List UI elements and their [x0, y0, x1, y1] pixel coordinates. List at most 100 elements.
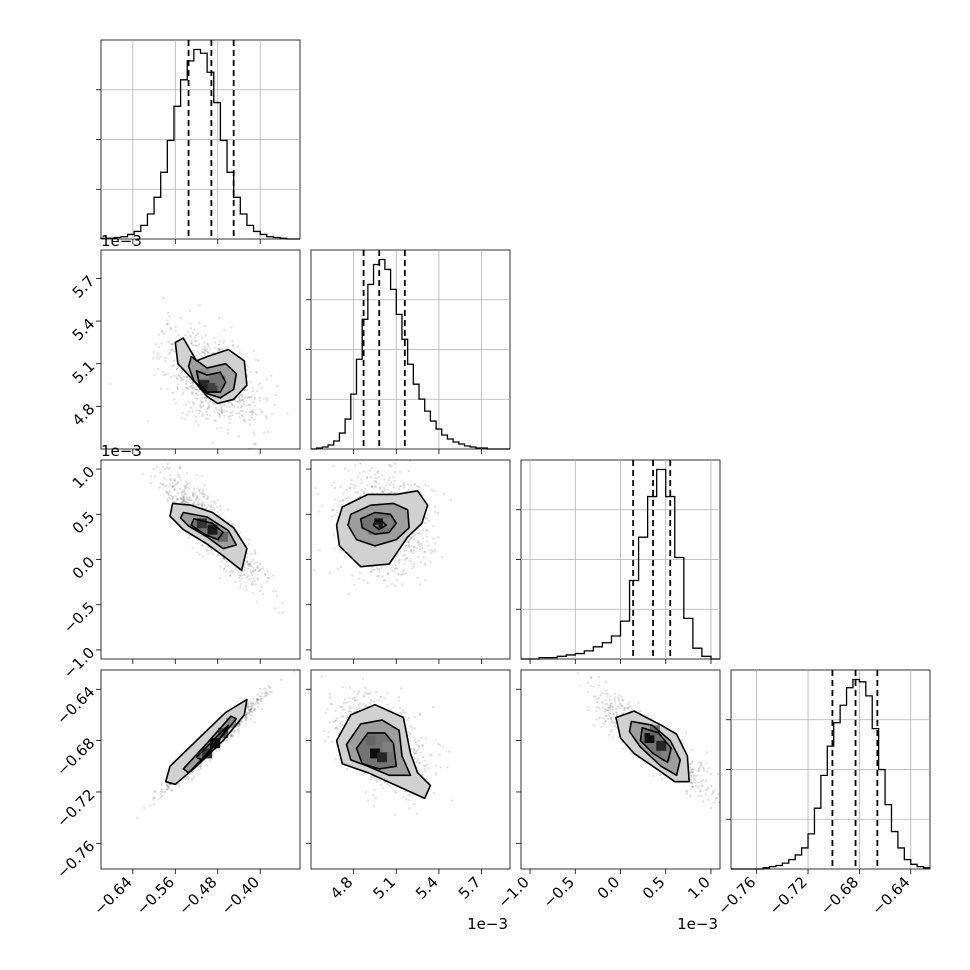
scatter-point	[181, 411, 184, 415]
scatter-point	[689, 775, 693, 778]
scatter-point	[248, 563, 251, 566]
scatter-point	[196, 350, 199, 353]
scatter-point	[394, 462, 397, 465]
scatter-point	[185, 481, 188, 484]
scatter-point	[146, 420, 149, 423]
density-cell	[365, 735, 376, 746]
scatter-point	[260, 695, 263, 698]
scatter-point	[203, 352, 206, 355]
scatter-point	[230, 402, 233, 405]
scatter-point	[399, 470, 402, 473]
scatter-point	[613, 721, 616, 724]
scatter-point	[250, 705, 253, 708]
scatter-point	[175, 483, 178, 486]
scatter-point	[202, 492, 205, 495]
scatter-point	[244, 715, 247, 718]
scatter-point	[171, 495, 174, 498]
scatter-point	[240, 577, 243, 581]
histogram-step-line	[731, 678, 930, 870]
scatter-point	[228, 570, 232, 574]
scatter-point	[386, 585, 389, 588]
scatter-point	[176, 497, 179, 500]
scatter-point	[246, 706, 249, 710]
scatter-point	[409, 725, 412, 728]
contour-line	[179, 511, 238, 550]
scatter-point	[240, 574, 243, 577]
scatter-point	[253, 579, 256, 583]
scatter-point	[162, 374, 166, 377]
scatter-point	[413, 738, 416, 741]
scatter-point	[260, 700, 263, 703]
scatter-point	[200, 336, 203, 339]
scatter-point	[414, 482, 417, 485]
scatter-point	[271, 589, 275, 592]
scatter-point	[237, 730, 241, 733]
scatter-point	[369, 691, 372, 695]
scatter-point	[374, 484, 377, 488]
scatter-point	[254, 551, 257, 554]
scatter-point	[411, 726, 414, 729]
scatter-point	[176, 388, 179, 391]
hist-panel-3	[726, 669, 931, 870]
scatter-point	[186, 778, 189, 781]
scatter-point	[170, 375, 173, 379]
scatter-point	[193, 336, 196, 339]
scatter-point	[180, 370, 183, 373]
scatter-point	[614, 722, 617, 725]
hist-panel-0	[96, 39, 301, 240]
scatter-point	[173, 488, 176, 491]
scatter-point	[257, 702, 260, 706]
scatter-point	[646, 714, 649, 717]
scatter-point	[249, 702, 252, 705]
scatter-point	[253, 709, 256, 712]
scatter-point	[217, 408, 220, 411]
scatter-point	[184, 386, 187, 389]
scatter-point	[369, 698, 372, 701]
scatter-point	[189, 309, 192, 312]
scatter-point	[388, 464, 391, 467]
scatter-point	[245, 718, 248, 721]
scatter-point	[413, 546, 416, 549]
scatter-point	[387, 783, 390, 786]
scatter-point	[417, 744, 421, 747]
scatter-point	[361, 774, 364, 777]
scatter-point	[394, 564, 397, 567]
scatter-point	[329, 702, 333, 705]
scatter-point	[406, 556, 409, 559]
scatter-point	[629, 752, 632, 755]
scatter-point	[212, 505, 215, 509]
scatter-point	[172, 359, 176, 363]
scatter-point	[150, 475, 153, 478]
scatter-point	[339, 722, 342, 725]
scatter-point	[152, 351, 156, 354]
scatter-point	[216, 412, 219, 415]
scatter-point	[199, 410, 202, 413]
scatter-point	[424, 517, 427, 520]
scatter-point	[245, 576, 248, 579]
scatter-point	[256, 566, 259, 570]
scatter-point	[413, 565, 416, 568]
scatter-point	[218, 416, 221, 419]
scatter-point	[254, 703, 257, 706]
scatter-point	[199, 765, 203, 768]
scatter-point	[236, 725, 239, 728]
scatter-point	[405, 798, 408, 801]
scatter-point	[193, 328, 196, 331]
scatter-point	[627, 707, 630, 710]
scatter-point	[351, 574, 354, 577]
scatter-point	[223, 558, 227, 561]
scatter-point	[245, 722, 248, 725]
scatter-point	[160, 790, 163, 793]
scatter-point	[154, 790, 157, 793]
scatter-point	[195, 354, 198, 357]
contour-line	[335, 703, 432, 800]
scatter-point	[372, 805, 376, 808]
scatter-point	[184, 334, 187, 337]
scatter-point	[251, 390, 255, 393]
scatter-panel-0-1	[100, 249, 301, 450]
density-cell	[199, 380, 210, 391]
scatter-point	[251, 711, 254, 714]
scatter-point	[158, 486, 161, 489]
scatter-point	[156, 453, 158, 455]
scatter-point	[420, 492, 423, 495]
